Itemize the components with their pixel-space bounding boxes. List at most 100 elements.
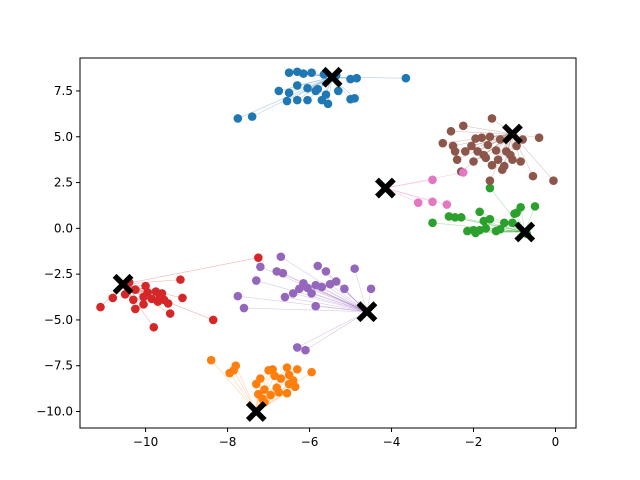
data-point-0-2 <box>299 69 308 78</box>
data-point-4-19 <box>340 284 349 294</box>
link-line-6-4 <box>385 172 464 189</box>
link-line-4-12 <box>311 293 368 312</box>
axes-frame <box>79 57 577 429</box>
y-tick-label-4: 0.0 <box>54 221 73 235</box>
data-point-5-30 <box>485 176 495 186</box>
link-line-5-5 <box>463 125 513 135</box>
data-point-2-13 <box>508 218 517 228</box>
link-line-0-10 <box>297 76 333 86</box>
x-tick-label-5: 0 <box>552 435 560 449</box>
data-point-1-12 <box>276 374 286 383</box>
data-point-4-0 <box>233 291 243 301</box>
data-point-6-4 <box>458 168 468 177</box>
data-point-0-10 <box>292 81 302 90</box>
data-point-0-3 <box>307 68 316 77</box>
data-point-1-22 <box>290 382 300 392</box>
data-point-2-7 <box>475 207 484 217</box>
data-point-4-7 <box>280 292 290 302</box>
y-tick-label-2: −5.0 <box>44 313 73 327</box>
data-point-0-7 <box>352 73 361 83</box>
data-point-5-28 <box>485 132 495 142</box>
link-line-4-20 <box>354 268 368 312</box>
data-point-3-21 <box>131 285 140 295</box>
data-point-4-8 <box>288 289 298 298</box>
link-line-4-5 <box>282 272 368 312</box>
link-line-2-3 <box>461 217 525 233</box>
data-point-4-23 <box>292 343 302 352</box>
data-point-3-19 <box>208 315 218 325</box>
data-point-1-16 <box>292 365 302 374</box>
data-point-0-11 <box>303 83 312 93</box>
data-point-3-17 <box>178 293 187 303</box>
data-point-5-14 <box>487 160 497 170</box>
data-point-6-3 <box>442 200 452 209</box>
data-point-3-20 <box>254 253 263 262</box>
link-line-6-2 <box>385 187 433 203</box>
centroid-marker-5 <box>502 123 523 145</box>
x-tick-label-2: −6 <box>301 435 319 449</box>
data-point-2-11 <box>495 224 505 234</box>
data-point-1-21 <box>266 390 275 400</box>
data-point-0-25 <box>313 84 323 94</box>
data-point-6-1 <box>413 198 423 208</box>
link-line-0-22 <box>332 76 406 79</box>
data-point-4-6 <box>276 252 286 262</box>
data-point-4-15 <box>317 282 327 292</box>
data-point-3-14 <box>163 299 173 308</box>
data-point-2-20 <box>475 225 484 235</box>
data-point-5-8 <box>469 157 478 166</box>
data-point-2-3 <box>456 213 466 222</box>
x-tick-label-3: −4 <box>383 435 401 449</box>
data-point-5-12 <box>481 153 491 163</box>
x-tick-label-1: −8 <box>219 435 237 449</box>
data-point-5-15 <box>491 146 501 155</box>
link-line-2-2 <box>455 217 525 233</box>
data-point-2-2 <box>450 213 460 222</box>
link-line-4-11 <box>307 287 368 312</box>
data-point-6-0 <box>428 175 437 185</box>
data-point-0-8 <box>274 86 284 96</box>
data-point-4-12 <box>307 289 316 298</box>
data-point-3-3 <box>128 295 138 305</box>
data-point-5-7 <box>467 141 476 151</box>
data-point-5-0 <box>438 138 448 148</box>
data-point-5-6 <box>461 147 470 156</box>
data-point-3-1 <box>108 293 118 303</box>
y-tick-label-3: −2.5 <box>44 267 73 281</box>
data-point-6-2 <box>428 197 437 207</box>
data-point-5-32 <box>499 161 509 171</box>
link-line-4-7 <box>284 296 367 312</box>
data-point-4-5 <box>278 268 288 278</box>
data-point-4-24 <box>301 345 310 355</box>
link-line-4-1 <box>243 307 367 312</box>
data-point-1-15 <box>282 363 292 372</box>
data-point-5-1 <box>446 126 456 136</box>
data-point-0-23 <box>247 112 257 121</box>
data-point-1-17 <box>307 367 316 377</box>
data-point-4-3 <box>256 262 265 272</box>
data-point-1-20 <box>282 388 292 398</box>
link-line-3-20 <box>122 257 259 285</box>
data-point-3-16 <box>176 275 185 284</box>
data-point-3-15 <box>165 309 175 318</box>
y-tick-label-0: −10.0 <box>36 405 73 419</box>
link-line-4-8 <box>293 293 368 312</box>
data-point-4-2 <box>251 276 261 285</box>
centroid-links <box>100 71 554 412</box>
link-line-4-0 <box>237 295 367 312</box>
data-point-5-26 <box>534 133 544 142</box>
data-point-2-0 <box>428 218 437 228</box>
data-point-3-7 <box>143 288 152 297</box>
y-tick-label-7: 7.5 <box>54 84 73 98</box>
data-point-3-18 <box>149 322 159 332</box>
link-line-1-3 <box>235 365 257 412</box>
data-point-2-12 <box>499 218 509 228</box>
data-point-3-22 <box>139 300 148 309</box>
data-point-1-23 <box>258 394 267 403</box>
data-point-1-3 <box>231 361 241 371</box>
data-point-0-21 <box>350 93 359 103</box>
y-axis-ticks: −10.0 −7.5 −5.0 −2.5 0.0 2.5 5.0 7.5 <box>36 84 80 419</box>
data-point-4-18 <box>331 277 341 286</box>
centroid-marker-6 <box>374 177 396 199</box>
link-line-6-0 <box>385 179 433 189</box>
